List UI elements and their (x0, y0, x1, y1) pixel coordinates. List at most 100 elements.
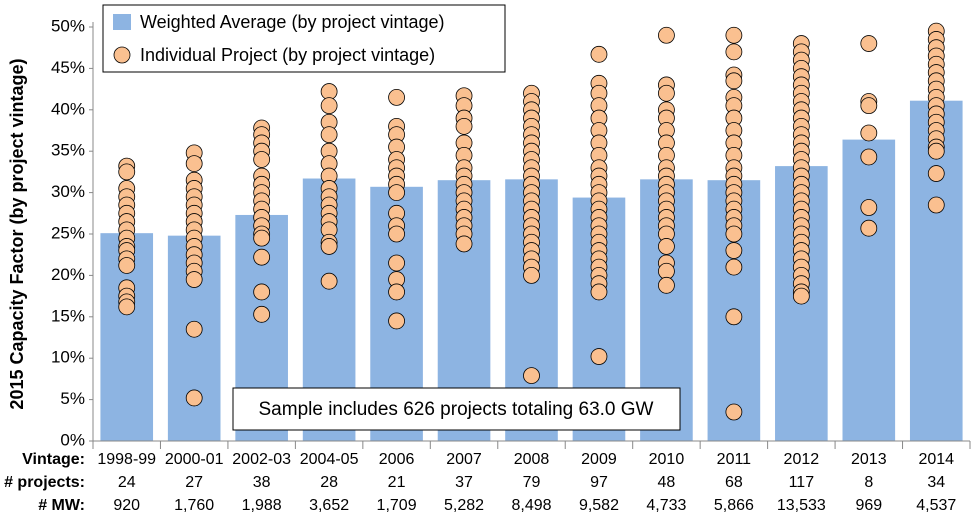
project-point (455, 117, 473, 135)
project-point (725, 225, 743, 243)
project-point (860, 124, 878, 142)
project-point (455, 235, 473, 253)
row-value: 5,866 (714, 497, 754, 514)
project-point (320, 272, 338, 290)
row-value: 21 (388, 474, 406, 491)
y-tick-label: 25% (51, 223, 85, 242)
row-value: 27 (185, 474, 203, 491)
row-value: 1,988 (242, 497, 282, 514)
legend-box (102, 4, 506, 73)
row-label: Vintage: (22, 451, 85, 468)
row-value: 920 (113, 497, 140, 514)
annotation-box (232, 387, 681, 431)
bar (842, 139, 896, 441)
x-tick-label: 2013 (851, 451, 887, 468)
row-value: 8,498 (511, 497, 551, 514)
row-label: # MW: (38, 497, 85, 514)
x-tick-label: 2009 (581, 451, 617, 468)
row-value: 13,533 (777, 497, 826, 514)
project-point (320, 126, 338, 144)
project-point (860, 97, 878, 115)
project-point (118, 257, 136, 274)
project-point (388, 283, 405, 301)
project-point (388, 225, 405, 243)
row-value: 37 (455, 474, 473, 491)
x-tick-label: 2004-05 (300, 451, 359, 468)
annotation: Sample includes 626 projects totaling 63… (259, 399, 654, 420)
project-point (725, 26, 743, 44)
project-point (590, 283, 608, 301)
project-point (388, 184, 405, 202)
row-value: 79 (523, 474, 541, 491)
project-point (860, 219, 878, 237)
project-point (860, 148, 878, 166)
row-value: 34 (927, 474, 945, 491)
project-point (590, 45, 608, 63)
row-value: 5,282 (444, 497, 484, 514)
y-tick-label: 0% (60, 430, 85, 449)
y-tick-label: 50% (51, 16, 85, 35)
row-value: 38 (253, 474, 271, 491)
x-tick-label: 2011 (717, 451, 752, 468)
project-point (658, 26, 675, 44)
x-tick-label: 2008 (514, 451, 550, 468)
project-point (860, 199, 878, 216)
row-label: # projects: (4, 474, 85, 491)
project-point (320, 97, 338, 115)
project-point (927, 142, 945, 160)
project-point (927, 165, 945, 182)
project-point (118, 163, 136, 181)
x-tick-label: 2007 (446, 451, 482, 468)
project-point (388, 312, 405, 330)
project-point (792, 287, 810, 305)
project-point (725, 72, 743, 90)
project-point (927, 196, 945, 214)
project-point (185, 271, 203, 288)
row-value: 8 (864, 474, 873, 491)
project-point (388, 88, 405, 106)
row-value: 97 (590, 474, 608, 491)
row-value: 3,652 (309, 497, 349, 514)
project-point (118, 298, 136, 316)
x-tick-label: 2002-03 (232, 451, 291, 468)
project-point (253, 283, 271, 301)
y-tick-label: 30% (51, 182, 85, 201)
y-tick-label: 40% (51, 99, 85, 118)
legend-swatch (113, 46, 131, 64)
x-tick-label: 2012 (784, 451, 820, 468)
project-point (185, 320, 203, 338)
row-value: 4,537 (916, 497, 956, 514)
y-tick-label: 10% (51, 348, 85, 367)
x-tick-label: 2014 (918, 451, 954, 468)
project-point (658, 262, 675, 280)
project-point (725, 43, 743, 61)
row-value: 28 (320, 474, 338, 491)
y-axis-label: 2015 Capacity Factor (by project vintage… (7, 58, 27, 409)
project-point (253, 248, 271, 266)
project-point (185, 389, 203, 407)
project-point (320, 238, 338, 255)
project-point (725, 403, 743, 421)
row-value: 24 (118, 474, 136, 491)
project-point (658, 276, 675, 294)
project-point (253, 229, 271, 247)
project-point (388, 254, 405, 272)
row-value: 9,582 (579, 497, 619, 514)
row-value: 117 (789, 474, 815, 491)
x-tick-label: 2006 (379, 451, 415, 468)
row-value: 68 (725, 474, 743, 491)
project-point (590, 348, 608, 365)
project-point (725, 258, 743, 276)
project-point (658, 238, 675, 255)
project-point (860, 35, 878, 52)
project-point (253, 305, 271, 323)
y-tick-label: 35% (51, 141, 85, 160)
y-tick-label: 20% (51, 265, 85, 284)
project-point (658, 84, 675, 102)
x-tick-label: 1998-99 (97, 451, 156, 468)
row-value: 48 (658, 474, 676, 491)
project-point (523, 266, 540, 284)
project-point (185, 155, 203, 173)
legend-swatch (113, 14, 131, 30)
